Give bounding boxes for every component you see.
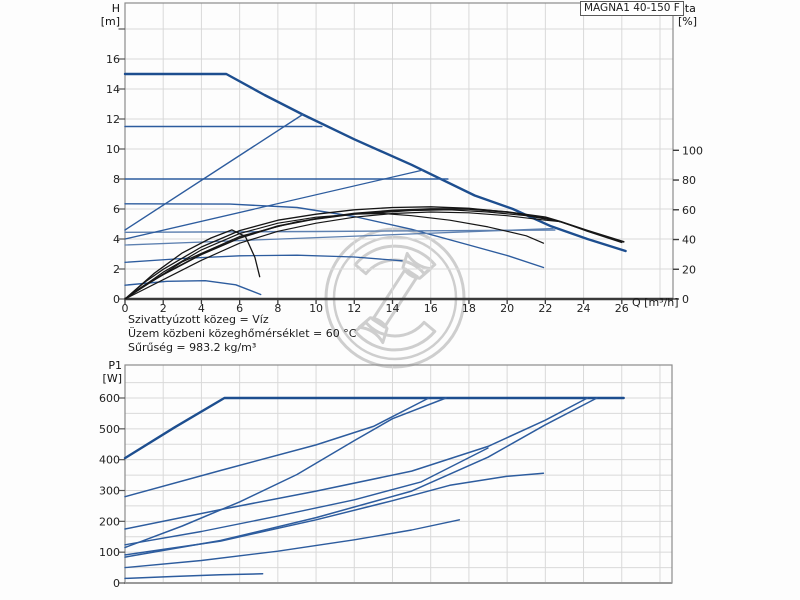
h-axis-title: H [m] [96,2,120,28]
series-const-pressure-1 [124,229,556,233]
hq-x-tick-label: 0 [122,302,129,315]
watermark-logo [324,227,466,369]
q-axis-title: Q [m³/h] [632,296,679,309]
p1-axis-title: P1 [W] [94,359,122,385]
series-p1-prop-pressure-3 [124,397,447,549]
h-axis-symbol: H [111,2,120,15]
series-prop-pressure-3 [124,113,304,231]
watermark-top-band [353,244,437,276]
h-tick-label: 8 [113,173,120,186]
hq-x-tick-label: 4 [198,302,205,315]
hq-x-tick-label: 18 [462,302,476,315]
h-axis-unit: [m] [100,15,120,28]
p1-axis-unit: [W] [102,372,122,385]
hq-x-tick-label: 22 [538,302,552,315]
h-tick-label: 6 [113,203,120,216]
p1-tick-label: 500 [99,423,120,436]
note-temperature: Üzem közbeni közeghőmérséklet = 60 °C [128,326,357,340]
eta-tick-label: 40 [682,234,696,247]
series-prop-pressure-1 [124,227,554,246]
hq-x-tick-label: 14 [386,302,400,315]
hq-x-tick-label: 12 [347,302,361,315]
series-max-curve [123,72,627,253]
series-const-curve-ii [124,254,403,263]
h-tick-label: 12 [106,113,120,126]
eta-tick-label: 60 [682,204,696,217]
h-tick-label: 4 [113,233,120,246]
watermark-bottom-band [353,320,437,352]
hq-x-tick-label: 10 [309,302,323,315]
p1-tick-label: 200 [99,515,120,528]
watermark-ibeam-glyph [357,251,433,345]
series-p1-min [124,573,264,580]
eta-tick-label: 20 [682,263,696,276]
h-tick-label: 2 [113,263,120,276]
eta-tick-label: 0 [682,293,689,306]
hq-x-tick-label: 8 [274,302,281,315]
series-p1-const-pressure-2 [124,397,589,530]
series-p1-const-pressure-3 [124,397,430,498]
note-medium: Szivattyúzott közeg = Víz [128,313,269,326]
eta-tick-label: 100 [682,144,703,157]
h-tick-label: 10 [106,143,120,156]
note-density: Sűrűség = 983.2 kg/m³ [128,340,257,354]
series-p1-max [123,396,625,460]
series-p1-const-curve-iii [124,472,545,556]
series-const-curve-iii [124,203,545,269]
hq-x-tick-label: 16 [424,302,438,315]
p1-tick-label: 100 [99,546,120,559]
pump-model-badge: MAGNA1 40-150 F [580,1,684,16]
hq-x-tick-label: 24 [577,302,591,315]
series-prop-pressure-2 [124,169,424,240]
p1-tick-label: 600 [99,392,120,405]
hq-x-tick-label: 6 [236,302,243,315]
p1-tick-label: 400 [99,454,120,467]
p1-axis-symbol: P1 [108,359,122,372]
hq-plot-border [124,2,674,300]
h-tick-label: 16 [106,53,120,66]
hq-x-tick-label: 26 [615,302,629,315]
h-tick-label: 0 [113,293,120,306]
h-tick-label: 14 [106,83,120,96]
p1-tick-label: 300 [99,485,120,498]
series-eta-min [124,229,261,300]
operating-conditions: Szivattyúzott közeg = Víz Üzem közbeni k… [128,313,356,354]
hq-x-tick-label: 2 [160,302,167,315]
p1-tick-label: 0 [113,577,120,590]
series-eta-3 [124,211,562,300]
series-p1-prop-pressure-1 [124,447,489,546]
eta-axis-unit: [%] [678,15,698,28]
series-min-curve [124,280,262,296]
series-eta-5 [124,209,562,300]
eta-tick-label: 80 [682,174,696,187]
series-p1-const-curve-i [124,519,461,569]
hq-x-tick-label: 20 [500,302,514,315]
